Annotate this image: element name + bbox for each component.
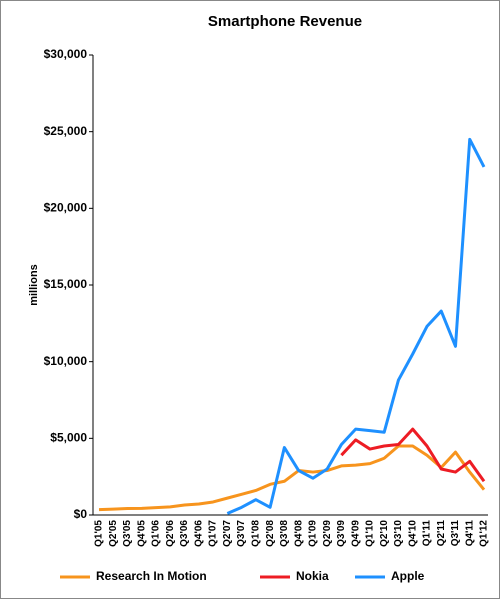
x-tick-label: Q1'08: [250, 520, 261, 547]
x-tick-label: Q4'11: [464, 520, 475, 547]
x-tick-label: Q3'05: [122, 520, 133, 547]
x-tick-label: Q2'07: [222, 520, 233, 547]
x-tick-label: Q4'09: [350, 520, 361, 547]
series-line: [340, 427, 486, 483]
x-tick-label: Q2'05: [108, 520, 119, 547]
y-tick-label: $0: [74, 507, 88, 521]
x-tick-label: Q2'09: [322, 520, 333, 547]
y-tick-label: $5,000: [50, 431, 87, 445]
legend-label: Nokia: [296, 569, 329, 583]
chart-title: Smartphone Revenue: [208, 13, 362, 30]
x-tick-label: Q3'11: [450, 520, 461, 547]
legend-label: Apple: [391, 569, 425, 583]
x-tick-label: Q1'12: [479, 520, 490, 547]
y-axis-label: millions: [28, 264, 40, 306]
x-tick-label: Q4'05: [136, 520, 147, 547]
y-tick-label: $30,000: [44, 47, 88, 61]
x-tick-label: Q1'09: [308, 520, 319, 547]
x-tick-label: Q3'10: [393, 520, 404, 547]
x-tick-label: Q2'08: [265, 520, 276, 547]
x-tick-label: Q3'06: [179, 520, 190, 547]
series-line: [98, 444, 486, 512]
x-tick-label: Q4'10: [407, 520, 418, 547]
x-tick-label: Q1'10: [365, 520, 376, 547]
x-tick-label: Q1'07: [208, 520, 219, 547]
x-tick-label: Q4'08: [293, 520, 304, 547]
x-tick-label: Q1'06: [151, 520, 162, 547]
x-tick-label: Q1'11: [422, 520, 433, 547]
y-tick-label: $20,000: [44, 201, 88, 215]
x-tick-label: Q1'05: [94, 520, 105, 547]
x-tick-label: Q3'09: [336, 520, 347, 547]
x-tick-label: Q2'06: [165, 520, 176, 547]
x-tick-label: Q4'06: [193, 520, 204, 547]
x-tick-label: Q3'08: [279, 520, 290, 547]
x-tick-label: Q2'11: [436, 520, 447, 547]
y-tick-label: $15,000: [44, 277, 88, 291]
legend-label: Research In Motion: [96, 569, 207, 583]
series-line: [226, 137, 486, 515]
y-tick-label: $10,000: [44, 354, 88, 368]
x-tick-label: Q3'07: [236, 520, 247, 547]
x-tick-label: Q2'10: [379, 520, 390, 547]
y-tick-label: $25,000: [44, 124, 88, 138]
